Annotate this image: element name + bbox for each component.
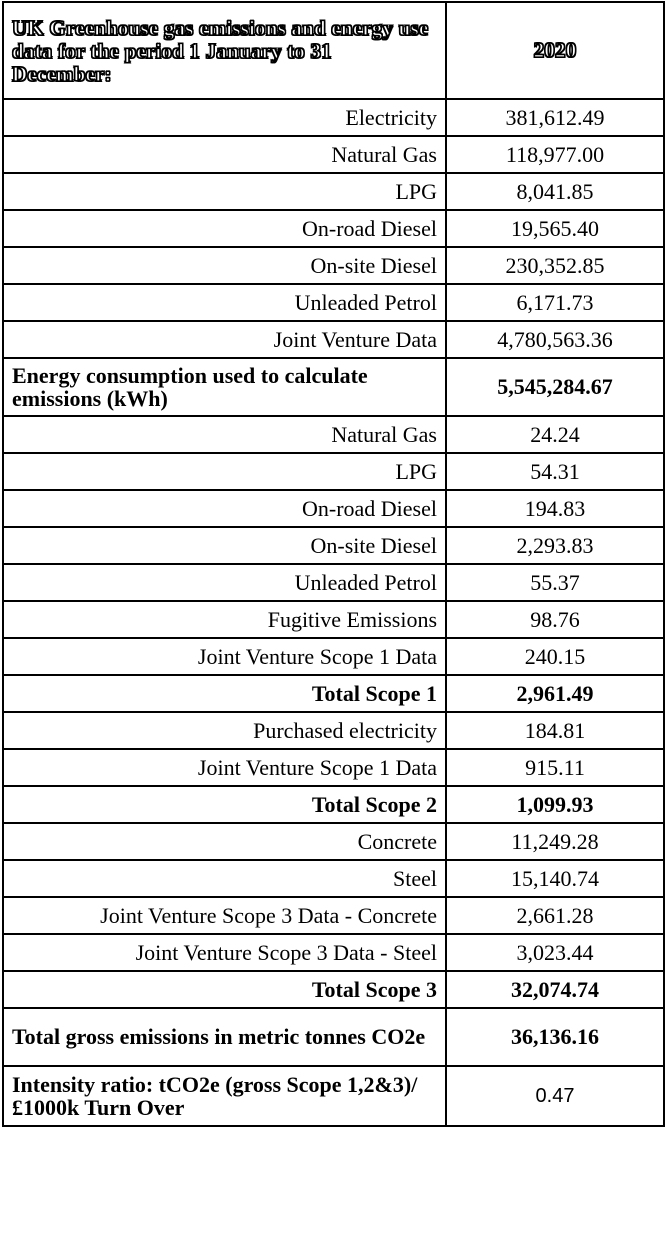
row-value: 3,023.44 [445,933,665,972]
row-value: 8,041.85 [445,172,665,211]
table-row: On-road Diesel 194.83 [2,489,665,528]
row-value: 184.81 [445,711,665,750]
row-label: On-site Diesel [2,246,447,285]
row-value: 32,074.74 [445,970,665,1009]
header-row: UK Greenhouse gas emissions and energy u… [2,1,665,100]
row-value: 4,780,563.36 [445,320,665,359]
row-value: 11,249.28 [445,822,665,861]
table-row: Natural Gas 24.24 [2,415,665,454]
row-label: Natural Gas [2,415,447,454]
scope2-total-row: Total Scope 2 1,099.93 [2,785,665,824]
row-value: 19,565.40 [445,209,665,248]
row-label: On-road Diesel [2,209,447,248]
scope3-total-row: Total Scope 3 32,074.74 [2,970,665,1009]
emissions-table: UK Greenhouse gas emissions and energy u… [2,1,665,1127]
table-row: Natural Gas 118,977.00 [2,135,665,174]
table-row: LPG 8,041.85 [2,172,665,211]
table-row: Electricity 381,612.49 [2,98,665,137]
row-value: 1,099.93 [445,785,665,824]
row-label: Total Scope 2 [2,785,447,824]
table-row: Unleaded Petrol 6,171.73 [2,283,665,322]
row-value: 915.11 [445,748,665,787]
row-value: 54.31 [445,452,665,491]
table-row: On-site Diesel 230,352.85 [2,246,665,285]
row-value: 118,977.00 [445,135,665,174]
row-label: Steel [2,859,447,898]
table-row: LPG 54.31 [2,452,665,491]
row-value: 0.47 [445,1065,665,1127]
row-label: Joint Venture Data [2,320,447,359]
row-value: 381,612.49 [445,98,665,137]
row-value: 2,661.28 [445,896,665,935]
row-label: Natural Gas [2,135,447,174]
row-value: 98.76 [445,600,665,639]
header-title-cell: UK Greenhouse gas emissions and energy u… [2,1,447,100]
row-label: Unleaded Petrol [2,283,447,322]
row-value: 2,961.49 [445,674,665,713]
row-label: Joint Venture Scope 3 Data - Steel [2,933,447,972]
row-label: Intensity ratio: tCO2e (gross Scope 1,2&… [2,1065,447,1127]
row-value: 5,545,284.67 [445,357,665,417]
row-value: 240.15 [445,637,665,676]
row-label: LPG [2,452,447,491]
gross-emissions-row: Total gross emissions in metric tonnes C… [2,1007,665,1067]
row-value: 24.24 [445,415,665,454]
table-row: On-site Diesel 2,293.83 [2,526,665,565]
row-label: Unleaded Petrol [2,563,447,602]
row-value: 36,136.16 [445,1007,665,1067]
row-label: Total gross emissions in metric tonnes C… [2,1007,447,1067]
table-row: Concrete 11,249.28 [2,822,665,861]
table-row: Joint Venture Scope 1 Data 915.11 [2,748,665,787]
row-label: Purchased electricity [2,711,447,750]
row-label: Total Scope 3 [2,970,447,1009]
row-label: Electricity [2,98,447,137]
row-value: 6,171.73 [445,283,665,322]
intensity-ratio-row: Intensity ratio: tCO2e (gross Scope 1,2&… [2,1065,665,1127]
header-year: 2020 [533,37,577,62]
table-row: Joint Venture Scope 3 Data - Concrete 2,… [2,896,665,935]
table-row: Unleaded Petrol 55.37 [2,563,665,602]
row-label: Joint Venture Scope 1 Data [2,637,447,676]
header-year-cell: 2020 [445,1,665,100]
scope1-total-row: Total Scope 1 2,961.49 [2,674,665,713]
row-label: On-road Diesel [2,489,447,528]
row-label: Concrete [2,822,447,861]
row-label: Total Scope 1 [2,674,447,713]
row-value: 55.37 [445,563,665,602]
table-row: Purchased electricity 184.81 [2,711,665,750]
row-value: 15,140.74 [445,859,665,898]
row-label: LPG [2,172,447,211]
table-row: On-road Diesel 19,565.40 [2,209,665,248]
row-label: Joint Venture Scope 1 Data [2,748,447,787]
row-label: Energy consumption used to calculate emi… [2,357,447,417]
row-value: 2,293.83 [445,526,665,565]
energy-total-row: Energy consumption used to calculate emi… [2,357,665,417]
table-row: Joint Venture Scope 3 Data - Steel 3,023… [2,933,665,972]
table-row: Joint Venture Scope 1 Data 240.15 [2,637,665,676]
table-row: Fugitive Emissions 98.76 [2,600,665,639]
row-label: Joint Venture Scope 3 Data - Concrete [2,896,447,935]
row-label: On-site Diesel [2,526,447,565]
row-label: Fugitive Emissions [2,600,447,639]
table-row: Steel 15,140.74 [2,859,665,898]
header-title: UK Greenhouse gas emissions and energy u… [11,15,429,87]
row-value: 230,352.85 [445,246,665,285]
table-row: Joint Venture Data 4,780,563.36 [2,320,665,359]
row-value: 194.83 [445,489,665,528]
